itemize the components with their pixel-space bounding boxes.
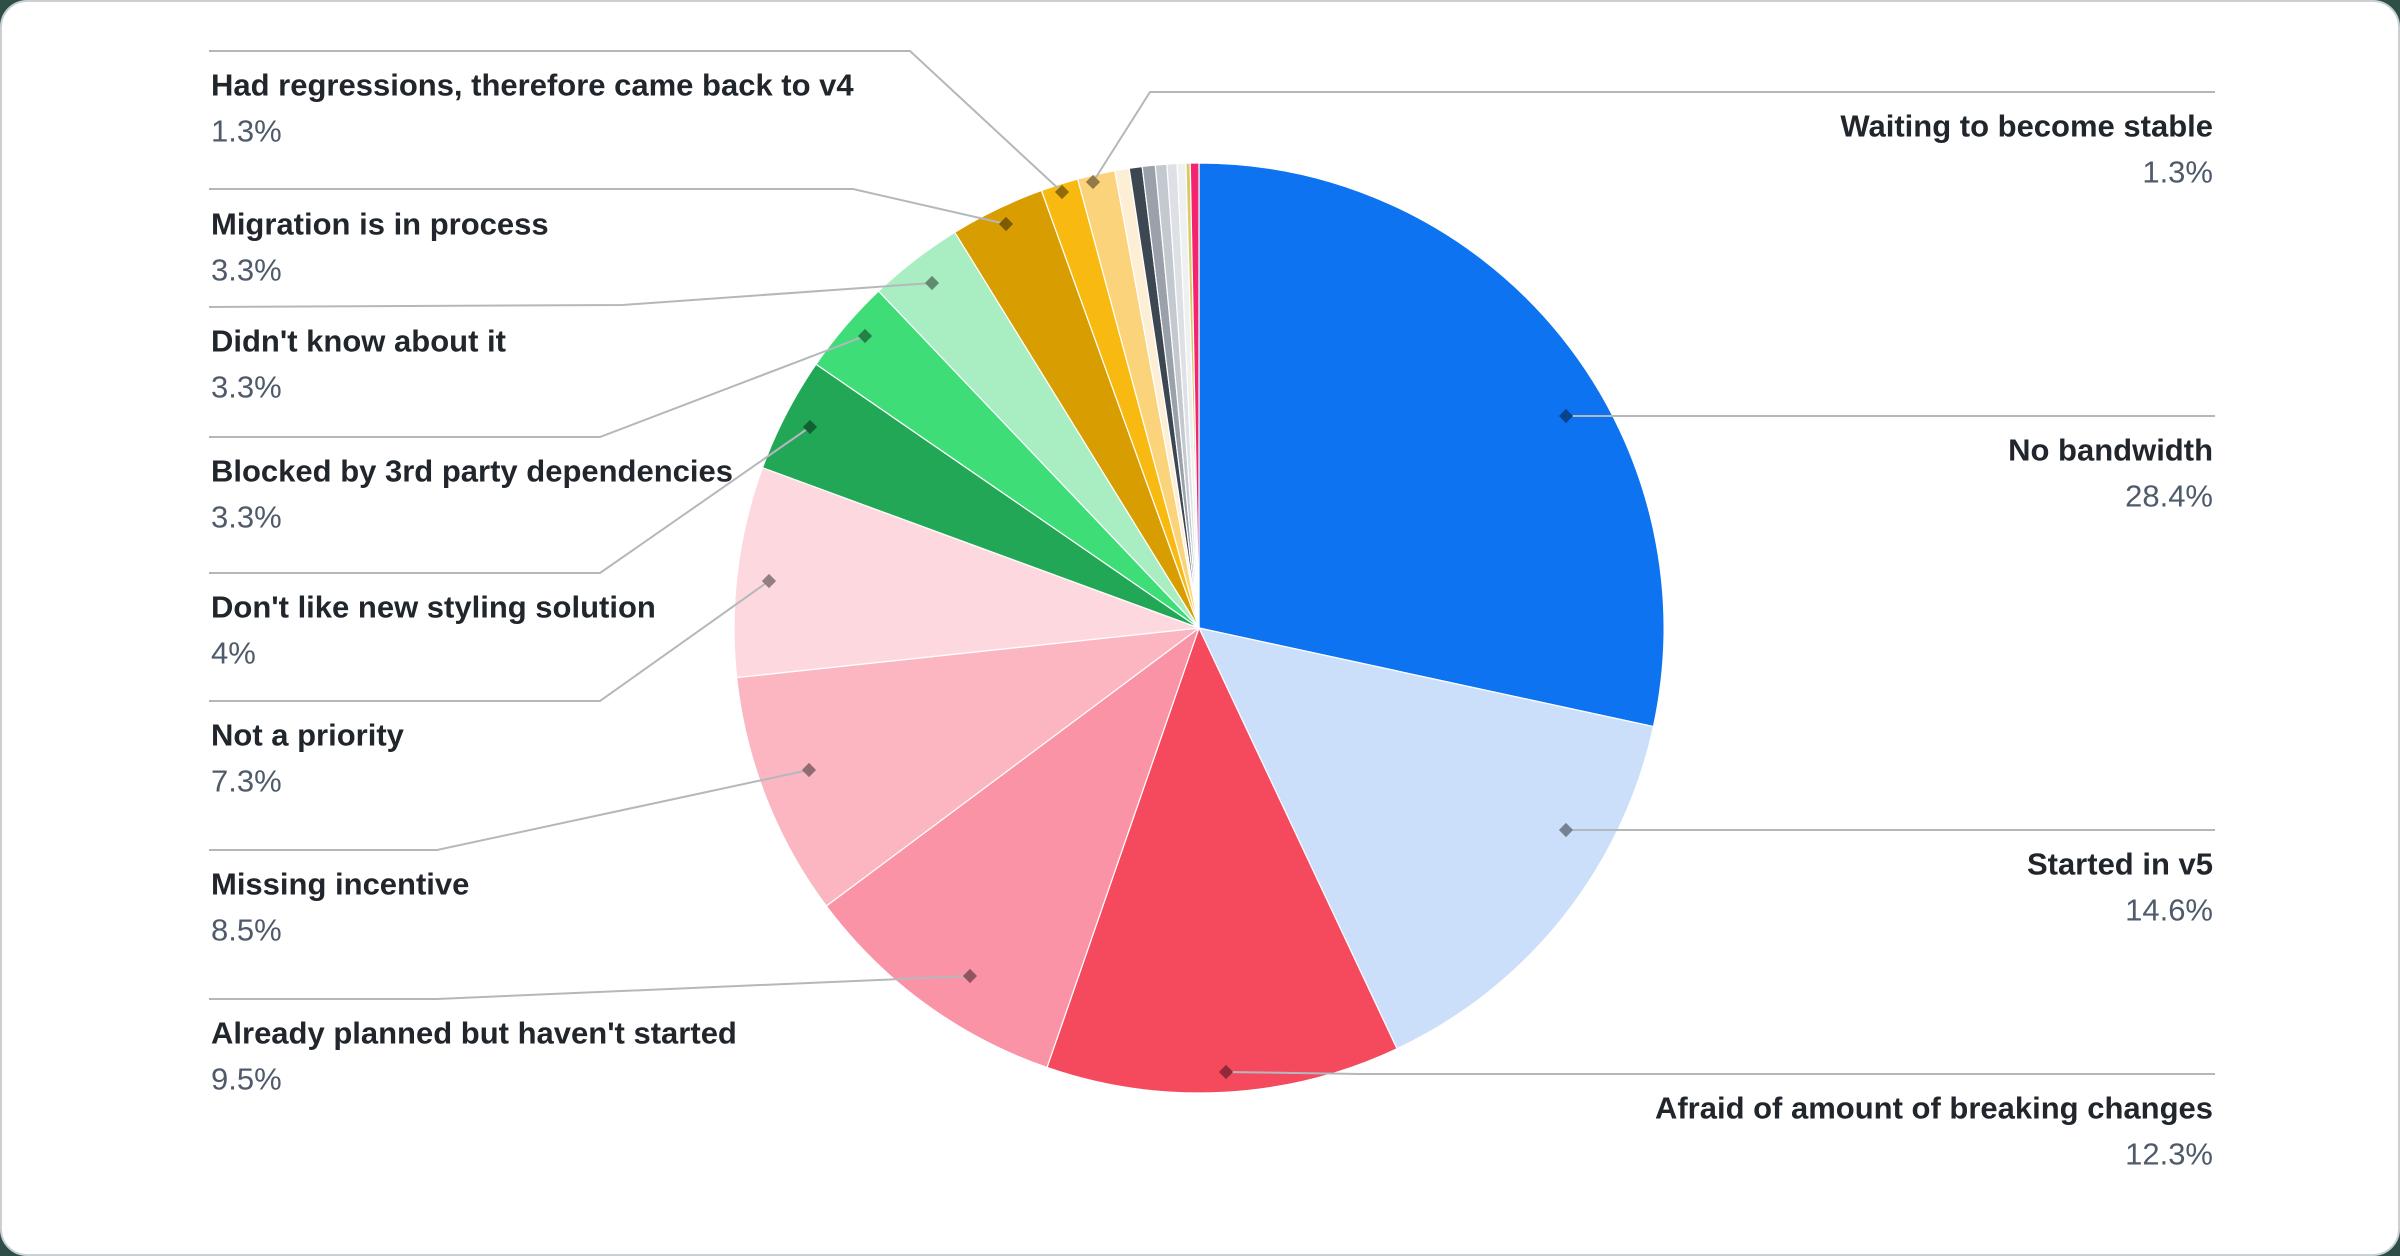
label-didnt-know-title: Didn't know about it	[211, 324, 506, 359]
label-dont-like-styling-title: Don't like new styling solution	[211, 590, 656, 625]
labels-left: Had regressions, therefore came back to …	[211, 68, 854, 1097]
label-started-in-v5-title: Started in v5	[2027, 847, 2213, 882]
label-waiting-stable-title: Waiting to become stable	[1840, 109, 2213, 144]
diamond-blocked-3rd-party	[857, 328, 873, 344]
label-afraid-breaking-changes-title: Afraid of amount of breaking changes	[1655, 1091, 2213, 1126]
pie-slice-not-a-priority[interactable]	[733, 467, 1200, 679]
diamond-afraid-breaking-changes	[1218, 1064, 1234, 1080]
connector-didnt-know	[208, 282, 933, 308]
label-already-planned-value: 9.5%	[211, 1062, 282, 1097]
label-started-in-v5-value: 14.6%	[2125, 893, 2213, 928]
diamond-waiting-stable	[1085, 174, 1101, 190]
label-blocked-3rd-party-title: Blocked by 3rd party dependencies	[211, 454, 733, 489]
label-missing-incentive-title: Missing incentive	[211, 867, 469, 902]
diamond-had-regressions	[1054, 184, 1070, 200]
pie-slice-started-in-v5[interactable]	[1198, 627, 1655, 1050]
diamond-already-planned	[962, 968, 978, 984]
label-migration-in-process-title: Migration is in process	[211, 207, 549, 242]
label-no-bandwidth-title: No bandwidth	[2008, 433, 2213, 468]
connector-dont-like-styling	[209, 426, 811, 574]
connector-diamond-markers	[761, 174, 1574, 1080]
label-missing-incentive-value: 8.5%	[211, 913, 282, 948]
diamond-dont-like-styling	[802, 419, 818, 435]
label-not-a-priority-title: Not a priority	[211, 718, 405, 753]
label-had-regressions-value: 1.3%	[211, 114, 282, 149]
connector-already-planned	[209, 975, 971, 1000]
connector-migration-in-process	[209, 188, 1007, 225]
label-dont-like-styling-value: 4%	[211, 636, 256, 671]
label-didnt-know-value: 3.3%	[211, 370, 282, 405]
connector-waiting-stable	[1092, 91, 2215, 183]
diamond-missing-incentive	[801, 762, 817, 778]
label-no-bandwidth-value: 28.4%	[2125, 479, 2213, 514]
label-already-planned-title: Already planned but haven't started	[211, 1016, 737, 1051]
label-not-a-priority-value: 7.3%	[211, 764, 282, 799]
connector-afraid-breaking-changes	[1225, 1071, 2215, 1075]
diamond-not-a-priority	[761, 573, 777, 589]
label-afraid-breaking-changes-value: 12.3%	[2125, 1137, 2213, 1172]
diamond-didnt-know	[924, 275, 940, 291]
labels-right: Waiting to become stable 1.3% No bandwid…	[1655, 109, 2213, 1172]
connector-had-regressions	[209, 50, 1063, 193]
pie-slice-afraid-of-amount-of-breaking-changes[interactable]	[1046, 627, 1398, 1094]
label-had-regressions-title: Had regressions, therefore came back to …	[211, 68, 854, 103]
diamond-migration-in-process	[998, 216, 1014, 232]
pie-slice-already-planned-but-haven-t-started[interactable]	[825, 627, 1200, 1069]
connector-not-a-priority	[209, 580, 770, 702]
diamond-started-in-v5	[1558, 822, 1574, 838]
label-migration-in-process-value: 3.3%	[211, 253, 282, 288]
pie-slice-no-bandwidth[interactable]	[1198, 162, 1665, 728]
label-waiting-stable-value: 1.3%	[2142, 155, 2213, 190]
pie	[733, 162, 1665, 1094]
connector-blocked-3rd-party	[209, 335, 866, 438]
pie-slice-small-19[interactable]	[1189, 162, 1200, 629]
pie-slice-missing-incentive[interactable]	[736, 627, 1200, 907]
diamond-no-bandwidth	[1558, 408, 1574, 424]
label-connectors	[208, 50, 2215, 1075]
label-blocked-3rd-party-value: 3.3%	[211, 500, 282, 535]
connector-missing-incentive	[209, 769, 810, 851]
